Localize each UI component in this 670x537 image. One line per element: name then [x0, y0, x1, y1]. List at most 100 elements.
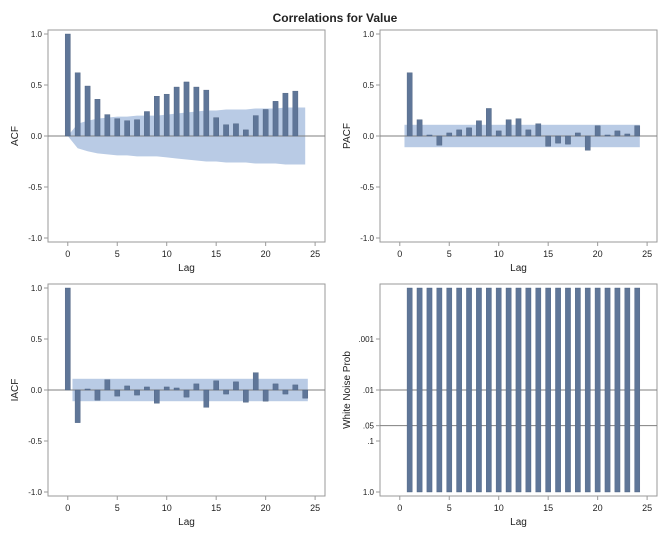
- white-noise-bar: [505, 287, 512, 493]
- iacf-bar: [183, 389, 190, 398]
- white-noise-bar: [545, 287, 551, 493]
- acf-x-tick-label: 10: [162, 249, 172, 259]
- pacf-y-tick-label: -1.0: [360, 234, 374, 243]
- pacf-x-tick-label: 15: [543, 249, 553, 259]
- pacf-bar: [555, 135, 561, 144]
- acf-bar: [233, 123, 239, 137]
- acf-bar: [262, 109, 269, 137]
- white-noise-x-tick-label: 0: [397, 503, 402, 513]
- acf-y-axis-label: ACF: [10, 126, 21, 146]
- white-noise-y-tick-label: .05: [363, 422, 375, 431]
- iacf-bar: [144, 386, 150, 391]
- pacf-bar: [486, 108, 492, 137]
- iacf-bar: [243, 389, 249, 403]
- pacf-bar: [584, 135, 591, 151]
- pacf-bar: [466, 127, 472, 137]
- pacf-bar: [495, 130, 502, 137]
- pacf-bar: [565, 135, 571, 145]
- white-noise-bar: [456, 287, 462, 493]
- iacf-y-tick-label: 0.0: [31, 386, 43, 395]
- pacf-bar: [436, 135, 443, 146]
- iacf-y-tick-label: 0.5: [31, 335, 43, 344]
- acf-bar: [64, 33, 71, 137]
- white-noise-x-tick-label: 10: [494, 503, 504, 513]
- white-noise-bar: [575, 287, 581, 493]
- pacf-x-tick-label: 5: [447, 249, 452, 259]
- acf-bar: [213, 117, 219, 137]
- acf-y-tick-label: -1.0: [28, 234, 42, 243]
- white-noise-x-tick-label: 20: [593, 503, 603, 513]
- pacf-bar: [505, 119, 512, 137]
- acf-bar: [223, 124, 229, 137]
- acf-y-tick-label: 1.0: [31, 30, 43, 39]
- iacf-bar: [124, 385, 130, 391]
- pacf-bar: [575, 132, 581, 137]
- white-noise-bar: [446, 287, 453, 493]
- pacf-bar: [545, 135, 551, 147]
- white-noise-bar: [466, 287, 472, 493]
- white-noise-bar: [584, 287, 591, 493]
- pacf-panel: 0 5 10 15 20 25 -1.0 -0.5 0.0 0.5 1.0 Lag PACF: [342, 29, 658, 274]
- white-noise-bar: [594, 287, 601, 493]
- pacf-bar: [515, 118, 522, 137]
- white-noise-bar: [416, 287, 423, 493]
- pacf-bar: [456, 129, 462, 137]
- acf-x-tick-label: 20: [261, 249, 271, 259]
- acf-y-tick-label: -0.5: [28, 183, 42, 192]
- acf-bar: [144, 111, 150, 137]
- white-noise-bar: [495, 287, 502, 493]
- pacf-bar: [446, 132, 453, 137]
- pacf-bar: [426, 134, 433, 137]
- white-noise-bar: [604, 287, 611, 493]
- pacf-x-tick-label: 20: [593, 249, 603, 259]
- iacf-x-tick-label: 20: [261, 503, 271, 513]
- acf-bar: [163, 93, 170, 137]
- iacf-bar: [233, 381, 239, 391]
- iacf-bar: [193, 383, 200, 391]
- iacf-bar: [154, 389, 160, 404]
- acf-y-tick-label: 0.5: [31, 81, 43, 90]
- iacf-panel: 0 5 10 15 20 25 -1.0 -0.5 0.0 0.5 1.0 Lag IACF: [10, 283, 326, 528]
- iacf-x-tick-label: 15: [211, 503, 221, 513]
- iacf-x-tick-label: 5: [115, 503, 120, 513]
- white-noise-bar: [525, 287, 532, 493]
- pacf-y-tick-label: 0.0: [363, 132, 375, 141]
- white-noise-x-tick-label: 15: [543, 503, 553, 513]
- white-noise-bar: [406, 287, 413, 493]
- white-noise-x-axis-label: Lag: [510, 517, 527, 528]
- pacf-y-tick-label: 1.0: [363, 30, 375, 39]
- white-noise-bar: [555, 287, 561, 493]
- iacf-bar: [64, 287, 71, 391]
- white-noise-bar: [634, 287, 641, 493]
- white-noise-bar: [515, 287, 522, 493]
- white-noise-y-axis-label: White Noise Prob: [342, 351, 353, 429]
- iacf-x-tick-label: 10: [162, 503, 172, 513]
- iacf-bar: [134, 389, 140, 396]
- white-noise-panel: 0 5 10 15 20 25 .001 .01 .05 .1 1.0 Lag White Noise …: [342, 283, 658, 528]
- iacf-y-axis-label: IACF: [10, 379, 21, 402]
- pacf-bar: [416, 119, 423, 137]
- iacf-y-tick-label: -0.5: [28, 437, 42, 446]
- iacf-bar: [252, 372, 259, 391]
- pacf-x-tick-label: 0: [397, 249, 402, 259]
- pacf-bar: [594, 125, 601, 137]
- acf-x-tick-label: 25: [310, 249, 320, 259]
- iacf-bar: [173, 387, 180, 391]
- acf-bar: [252, 115, 259, 137]
- white-noise-bar: [486, 287, 492, 493]
- pacf-bar: [614, 130, 621, 137]
- acf-bar: [292, 90, 299, 137]
- pacf-y-axis-label: PACF: [342, 123, 353, 149]
- acf-bar: [134, 119, 140, 137]
- iacf-bar: [292, 384, 299, 391]
- acf-bar: [154, 96, 160, 137]
- acf-x-tick-label: 5: [115, 249, 120, 259]
- acf-bar: [84, 85, 91, 137]
- iacf-y-tick-label: -1.0: [28, 488, 42, 497]
- acf-panel: 0 5 10 15 20 25 -1.0 -0.5 0.0 0.5 1.0 Lag ACF: [10, 29, 326, 274]
- iacf-bar: [84, 388, 91, 391]
- iacf-bar: [94, 389, 101, 401]
- acf-bar: [94, 99, 101, 137]
- iacf-x-tick-label: 0: [65, 503, 70, 513]
- white-noise-bar: [565, 287, 571, 493]
